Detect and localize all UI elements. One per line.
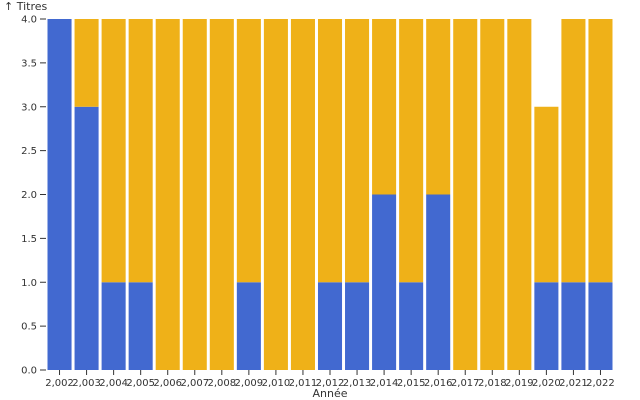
bar-segment-2,010-s2 xyxy=(263,19,288,370)
x-tick-label: 2,006 xyxy=(153,378,182,389)
x-tick-label: 2,018 xyxy=(478,378,507,389)
bar-segment-2,020-s2 xyxy=(534,106,559,283)
x-tick-label: 2,004 xyxy=(99,378,128,389)
bar-segment-2,009-s1 xyxy=(236,282,261,370)
bar-segment-2,005-s2 xyxy=(128,19,153,283)
bar-segment-2,015-s1 xyxy=(399,282,424,370)
bar-segment-2,004-s2 xyxy=(101,19,126,283)
bar-segment-2,003-s1 xyxy=(74,106,99,370)
bar-segment-2,014-s2 xyxy=(372,19,397,195)
bar-segment-2,022-s1 xyxy=(588,282,613,370)
bar-segment-2,016-s1 xyxy=(426,194,451,370)
bar-segment-2,021-s1 xyxy=(561,282,586,370)
y-tick-label: 1.5 xyxy=(21,234,37,245)
x-tick-label: 2,008 xyxy=(207,378,236,389)
y-axis: 0.0 0.5 1.0 1.5 2.0 2.5 3.0 3.5 4.0 xyxy=(21,15,46,377)
bars-layer xyxy=(47,19,613,370)
x-tick-label: 2,019 xyxy=(505,378,534,389)
x-axis: 2,0022,0032,0042,0052,0062,0072,0082,009… xyxy=(45,370,615,389)
bar-segment-2,011-s2 xyxy=(290,19,315,370)
x-tick-label: 2,017 xyxy=(451,378,480,389)
y-tick-label: 2.5 xyxy=(21,146,37,157)
x-tick-label: 2,015 xyxy=(397,378,426,389)
y-tick-label: 3.5 xyxy=(21,58,37,69)
bar-segment-2,019-s2 xyxy=(507,19,532,370)
bar-segment-2,020-s1 xyxy=(534,282,559,370)
y-axis-title: ↑ Titres xyxy=(4,0,48,13)
bar-segment-2,002-s1 xyxy=(47,19,72,370)
bar-segment-2,009-s2 xyxy=(236,19,261,283)
x-tick-label: 2,009 xyxy=(235,378,264,389)
x-tick-label: 2,020 xyxy=(532,378,561,389)
bar-segment-2,003-s2 xyxy=(74,19,99,107)
bar-segment-2,014-s1 xyxy=(372,194,397,370)
x-tick-label: 2,010 xyxy=(262,378,291,389)
y-tick-label: 0.5 xyxy=(21,322,37,333)
x-tick-label: 2,013 xyxy=(343,378,372,389)
bar-segment-2,015-s2 xyxy=(399,19,424,283)
bar-segment-2,012-s1 xyxy=(317,282,343,370)
bar-segment-2,005-s1 xyxy=(128,282,153,370)
bar-segment-2,013-s1 xyxy=(345,282,370,370)
x-tick-label: 2,003 xyxy=(72,378,101,389)
y-tick-label: 2.0 xyxy=(21,190,37,201)
bar-segment-2,007-s2 xyxy=(182,19,207,370)
x-tick-label: 2,012 xyxy=(316,378,345,389)
bar-segment-2,017-s2 xyxy=(453,19,478,370)
x-tick-label: 2,016 xyxy=(424,378,453,389)
bar-segment-2,016-s2 xyxy=(426,19,451,195)
bar-segment-2,013-s2 xyxy=(345,19,370,283)
y-tick-label: 3.0 xyxy=(21,102,37,113)
x-tick-label: 2,021 xyxy=(559,378,588,389)
x-tick-label: 2,007 xyxy=(180,378,209,389)
y-tick-label: 1.0 xyxy=(21,278,37,289)
x-tick-label: 2,011 xyxy=(289,378,318,389)
y-tick-label: 4.0 xyxy=(21,15,37,26)
x-tick-label: 2,014 xyxy=(370,378,399,389)
x-tick-label: 2,005 xyxy=(126,378,155,389)
x-axis-title: Année xyxy=(312,387,347,400)
x-tick-label: 2,022 xyxy=(586,378,615,389)
bar-segment-2,018-s2 xyxy=(480,19,505,370)
y-tick-label: 0.0 xyxy=(21,366,37,377)
bar-segment-2,012-s2 xyxy=(317,19,343,283)
bar-segment-2,004-s1 xyxy=(101,282,126,370)
bar-segment-2,006-s2 xyxy=(155,19,180,370)
bar-segment-2,008-s2 xyxy=(209,19,234,370)
bar-segment-2,022-s2 xyxy=(588,19,613,283)
x-tick-label: 2,002 xyxy=(45,378,74,389)
bar-segment-2,021-s2 xyxy=(561,19,586,283)
